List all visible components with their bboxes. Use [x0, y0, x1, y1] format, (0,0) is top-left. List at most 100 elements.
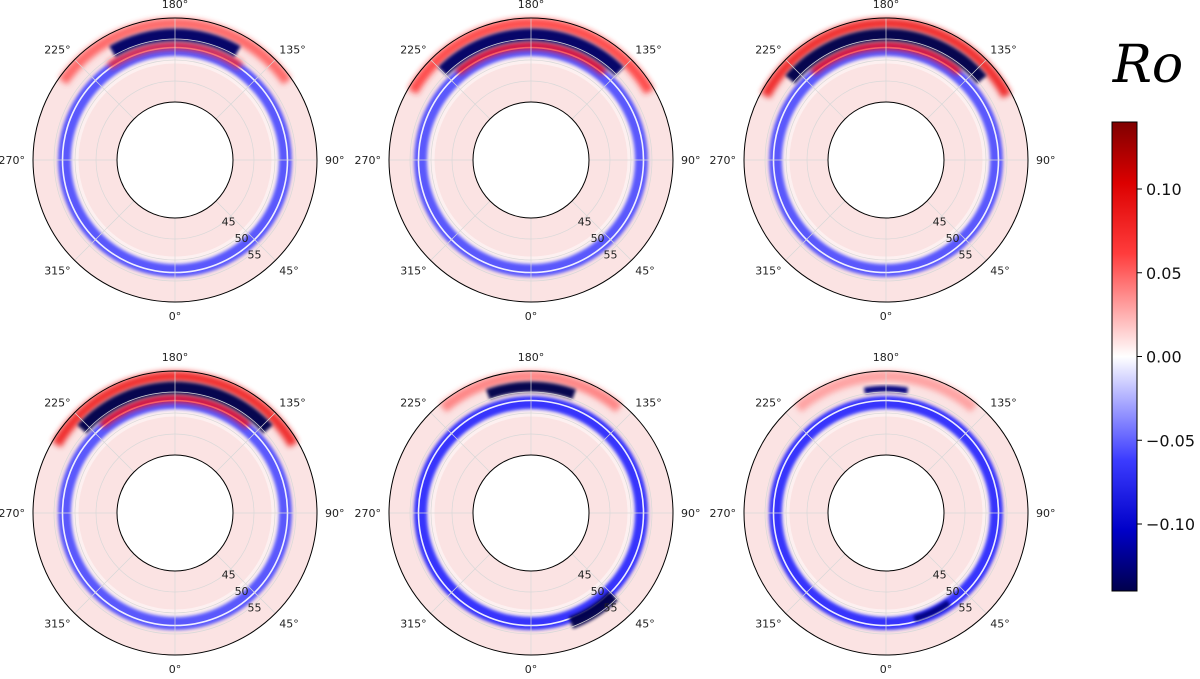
angular-tick-label: 315° [400, 617, 427, 630]
polar-panel: 180° 135° 90° 45° 0° 315° 270° 225° 45 50 55 [0, 351, 345, 676]
angular-tick-label: 45° [990, 617, 1010, 630]
angular-gridline [926, 553, 987, 614]
radial-tick-label: 45 [933, 568, 947, 581]
outer-boundary [32, 370, 318, 656]
angular-tick-label: 135° [635, 397, 662, 410]
radial-tick-label: 50 [235, 232, 249, 245]
inner-boundary [827, 101, 945, 219]
angular-gridline [571, 59, 632, 120]
positive-patch [52, 371, 298, 448]
angular-tick-label: 45° [635, 264, 655, 277]
outer-boundary [388, 370, 674, 656]
colorbar-title: Ro [1112, 35, 1183, 95]
angular-tick-label: 0° [880, 310, 893, 323]
negative-patch [77, 381, 273, 434]
angular-tick-label: 180° [518, 351, 545, 364]
radial-tick-label: 45 [222, 215, 236, 228]
inner-boundary [116, 454, 234, 572]
outer-boundary [388, 17, 674, 303]
angular-gridline [74, 412, 135, 473]
angular-tick-label: 0° [525, 663, 538, 676]
positive-patch [760, 18, 1012, 99]
negative-patch [913, 600, 951, 622]
angular-gridline [74, 553, 135, 614]
negative-patch [438, 28, 624, 76]
angular-tick-label: 225° [755, 44, 782, 57]
radial-tick-label: 45 [222, 568, 236, 581]
angular-tick-label: 90° [1036, 507, 1056, 520]
angular-tick-label: 90° [681, 507, 701, 520]
angular-tick-label: 225° [400, 397, 427, 410]
positive-patch [408, 18, 654, 95]
positive-patch [98, 394, 252, 429]
angular-tick-label: 45° [279, 617, 299, 630]
angular-gridline [785, 553, 846, 614]
negative-patch [109, 28, 241, 58]
radial-tick-label: 45 [578, 215, 592, 228]
angular-tick-label: 270° [355, 154, 382, 167]
angular-gridline [215, 200, 276, 261]
angular-tick-label: 270° [0, 507, 25, 520]
outer-boundary [743, 17, 1029, 303]
polar-panel: 180° 135° 90° 45° 0° 315° 270° 225° 45 50 55 [355, 351, 701, 676]
angular-tick-label: 315° [755, 264, 782, 277]
negative-patch [785, 28, 987, 84]
angular-tick-label: 45° [990, 264, 1010, 277]
angular-gridline [926, 59, 987, 120]
angular-tick-label: 135° [990, 44, 1017, 57]
inner-boundary [472, 454, 590, 572]
angular-tick-label: 315° [44, 264, 71, 277]
radial-tick-label: 50 [591, 585, 605, 598]
angular-tick-label: 135° [990, 397, 1017, 410]
colorbar-tick-label: −0.05 [1146, 431, 1195, 450]
negative-patch [568, 591, 619, 629]
angular-gridline [430, 59, 491, 120]
angular-gridline [74, 200, 135, 261]
polar-panel: 180° 135° 90° 45° 0° 315° 270° 225° 45 50 55 [710, 0, 1056, 323]
polar-panel: 180° 135° 90° 45° 0° 315° 270° 225° 45 50 55 [355, 0, 701, 323]
angular-tick-label: 180° [518, 0, 545, 11]
angular-tick-label: 135° [279, 44, 306, 57]
colorbar-tick-label: 0.05 [1146, 264, 1182, 283]
outer-boundary [743, 370, 1029, 656]
colorbar-gradient [1111, 121, 1138, 592]
angular-tick-label: 270° [710, 507, 737, 520]
colorbar-tick-label: 0.00 [1146, 348, 1182, 367]
radial-tick-label: 50 [946, 585, 960, 598]
positive-patch [58, 18, 292, 85]
positive-patch [439, 371, 623, 413]
angular-gridline [430, 553, 491, 614]
inner-boundary [116, 101, 234, 219]
positive-patch [454, 41, 608, 76]
colorbar: Ro 0.10 0.05 0.00 −0.05 −0.10 [1111, 35, 1195, 592]
angular-tick-label: 270° [355, 507, 382, 520]
radial-tick-label: 50 [235, 585, 249, 598]
angular-gridline [215, 59, 276, 120]
angular-tick-label: 90° [681, 154, 701, 167]
inner-boundary [472, 101, 590, 219]
angular-tick-label: 90° [325, 154, 345, 167]
angular-tick-label: 0° [169, 310, 182, 323]
angular-gridline [926, 412, 987, 473]
angular-gridline [74, 59, 135, 120]
angular-tick-label: 315° [755, 617, 782, 630]
angular-tick-label: 180° [873, 0, 900, 11]
radial-tick-label: 55 [603, 601, 617, 614]
radial-tick-label: 45 [933, 215, 947, 228]
radial-tick-label: 55 [958, 601, 972, 614]
outer-boundary [32, 17, 318, 303]
radial-tick-label: 55 [247, 601, 261, 614]
angular-gridline [926, 200, 987, 261]
polar-panel: 180° 135° 90° 45° 0° 315° 270° 225° 45 50 55 [710, 351, 1056, 676]
angular-gridline [571, 200, 632, 261]
angular-tick-label: 225° [44, 397, 71, 410]
angular-gridline [430, 412, 491, 473]
angular-tick-label: 225° [755, 397, 782, 410]
angular-tick-label: 180° [162, 351, 189, 364]
angular-tick-label: 225° [400, 44, 427, 57]
radial-tick-label: 55 [247, 248, 261, 261]
angular-tick-label: 135° [279, 397, 306, 410]
positive-patch [794, 370, 978, 413]
angular-gridline [430, 200, 491, 261]
polar-panel: 180° 135° 90° 45° 0° 315° 270° 225° 45 50 55 [0, 0, 345, 323]
